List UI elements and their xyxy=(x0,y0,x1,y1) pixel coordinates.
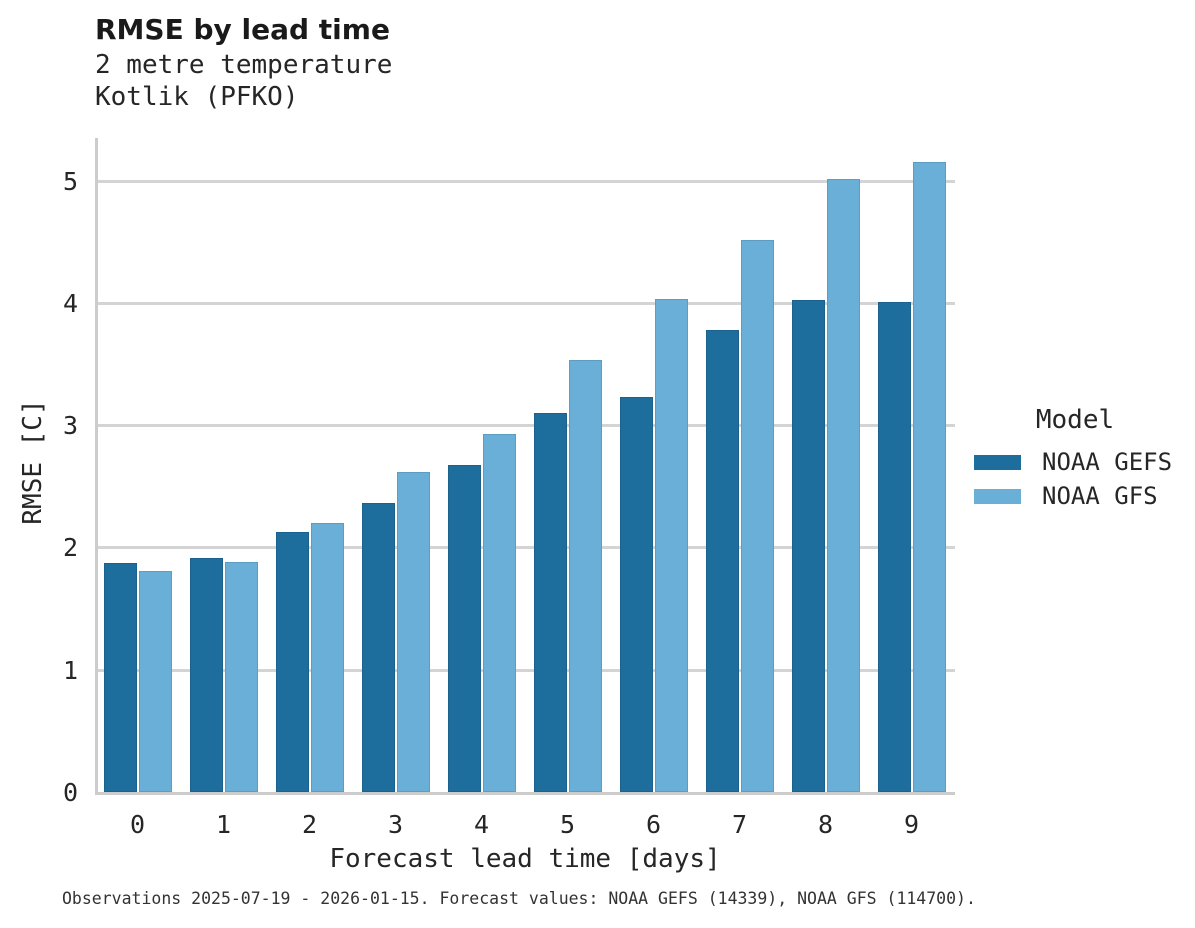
x-tick-label-4: 4 xyxy=(473,810,490,839)
bar-noaa-gefs-lead-8 xyxy=(791,300,825,792)
bar-noaa-gefs-lead-3 xyxy=(361,503,395,792)
gridline-y4 xyxy=(98,301,955,305)
y-axis-spine xyxy=(95,138,98,795)
x-tick-label-7: 7 xyxy=(731,810,748,839)
x-tick-label-6: 6 xyxy=(645,810,662,839)
legend: Model NOAA GEFS NOAA GFS xyxy=(974,405,1176,513)
y-tick-label-2: 2 xyxy=(62,533,78,563)
bar-noaa-gefs-lead-1 xyxy=(189,558,223,792)
bar-noaa-gefs-lead-0 xyxy=(103,563,137,792)
y-tick-label-3: 3 xyxy=(62,411,78,441)
x-tick-label-0: 0 xyxy=(129,810,146,839)
bar-noaa-gefs-lead-5 xyxy=(533,413,567,792)
bar-noaa-gfs-lead-0 xyxy=(138,571,172,792)
chart-subtitle-variable: 2 metre temperature xyxy=(95,50,393,80)
gridline-y5 xyxy=(98,179,955,183)
x-tick-label-2: 2 xyxy=(301,810,318,839)
bar-noaa-gfs-lead-4 xyxy=(482,434,516,792)
bar-noaa-gefs-lead-4 xyxy=(447,465,481,792)
x-axis-label: Forecast lead time [days] xyxy=(329,844,721,874)
legend-entry-noaa-gefs: NOAA GEFS xyxy=(974,445,1176,479)
x-tick-label-3: 3 xyxy=(387,810,404,839)
legend-label: NOAA GEFS xyxy=(1042,448,1173,476)
y-tick-label-1: 1 xyxy=(62,655,78,685)
chart-title: RMSE by lead time xyxy=(95,13,390,46)
bar-noaa-gefs-lead-2 xyxy=(275,532,309,792)
bar-noaa-gfs-lead-1 xyxy=(224,562,258,792)
x-tick-label-9: 9 xyxy=(903,810,920,839)
gridline-y3 xyxy=(98,424,955,428)
bar-noaa-gfs-lead-9 xyxy=(912,162,946,792)
legend-swatch-icon xyxy=(974,488,1021,504)
legend-title: Model xyxy=(1035,405,1115,435)
plot-area xyxy=(95,138,955,795)
legend-label: NOAA GFS xyxy=(1042,482,1158,510)
bar-noaa-gfs-lead-2 xyxy=(310,523,344,792)
y-tick-label-4: 4 xyxy=(62,288,78,318)
y-tick-label-5: 5 xyxy=(62,166,78,196)
x-tick-label-5: 5 xyxy=(559,810,576,839)
legend-entry-noaa-gfs: NOAA GFS xyxy=(974,479,1176,513)
legend-swatch-icon xyxy=(974,454,1021,470)
bar-noaa-gfs-lead-5 xyxy=(568,360,602,792)
x-tick-label-8: 8 xyxy=(817,810,834,839)
chart-subtitle-station: Kotlik (PFKO) xyxy=(95,82,299,112)
bar-noaa-gefs-lead-6 xyxy=(619,397,653,792)
x-tick-label-1: 1 xyxy=(215,810,232,839)
bar-noaa-gefs-lead-7 xyxy=(705,330,739,792)
footer-caption: Observations 2025-07-19 - 2026-01-15. Fo… xyxy=(62,889,976,908)
bar-noaa-gefs-lead-9 xyxy=(877,302,911,792)
x-axis-spine xyxy=(95,792,955,795)
gridline-y1 xyxy=(98,668,955,672)
bar-noaa-gfs-lead-3 xyxy=(396,472,430,792)
bar-noaa-gfs-lead-8 xyxy=(826,179,860,792)
y-tick-label-0: 0 xyxy=(62,778,78,807)
bar-noaa-gfs-lead-6 xyxy=(654,299,688,792)
bar-noaa-gfs-lead-7 xyxy=(740,240,774,792)
gridline-y2 xyxy=(98,546,955,550)
